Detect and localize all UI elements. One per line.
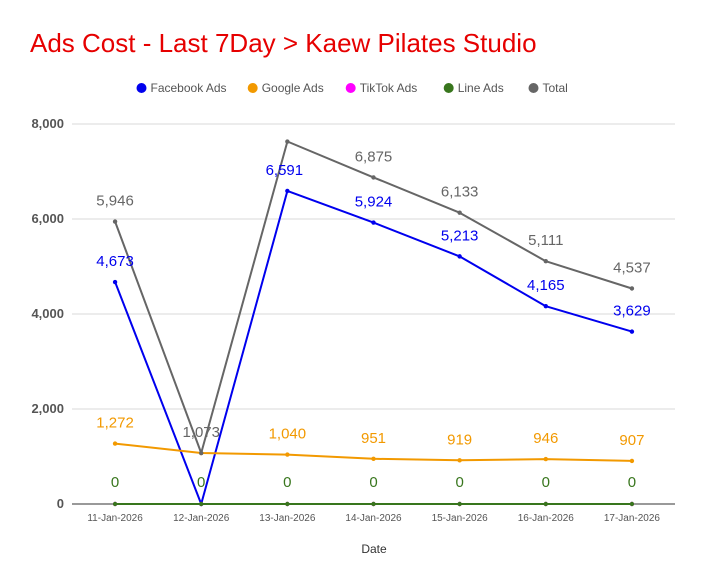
y-tick-label: 6,000 <box>31 211 64 226</box>
data-point <box>543 501 548 507</box>
x-tick-label: 15-Jan-2026 <box>432 513 489 524</box>
legend-marker <box>443 83 454 93</box>
data-point <box>457 458 462 463</box>
data-label: 0 <box>197 474 205 491</box>
data-label: 6,591 <box>266 162 304 179</box>
x-tick-label: 14-Jan-2026 <box>345 513 402 524</box>
legend-marker <box>345 83 356 93</box>
data-label: 0 <box>455 474 463 491</box>
data-label: 907 <box>619 432 644 449</box>
legend-marker <box>247 83 258 93</box>
series-line <box>114 140 633 454</box>
data-label: 4,537 <box>613 259 651 276</box>
data-point <box>285 452 290 457</box>
data-label: 0 <box>369 474 377 491</box>
data-label: 1,040 <box>269 426 307 443</box>
legend-label: Line Ads <box>458 81 504 95</box>
data-point <box>112 441 118 446</box>
data-point <box>285 139 290 144</box>
data-point <box>629 286 635 291</box>
data-point <box>371 456 376 462</box>
y-tick-label: 8,000 <box>31 116 64 131</box>
data-point <box>457 210 462 215</box>
data-point <box>285 501 290 507</box>
y-tick-label: 2,000 <box>31 401 64 416</box>
data-point <box>457 254 462 259</box>
data-point <box>199 450 204 456</box>
data-point <box>543 259 548 264</box>
data-point <box>629 501 635 507</box>
data-label: 0 <box>111 474 119 491</box>
data-label: 1,272 <box>96 415 134 432</box>
data-point <box>457 501 462 507</box>
data-label: 0 <box>283 474 291 491</box>
data-point <box>371 220 376 225</box>
x-tick-label: 11-Jan-2026 <box>87 513 143 524</box>
data-point <box>112 219 118 224</box>
legend-label: TikTok Ads <box>360 81 418 95</box>
data-label: 5,111 <box>528 232 563 249</box>
x-tick-label: 16-Jan-2026 <box>518 513 575 524</box>
data-label: 0 <box>542 474 550 491</box>
data-point <box>629 329 635 334</box>
legend: Facebook Ads Google Ads TikTok Ads Line Ads… <box>136 81 568 95</box>
x-axis-title: Date <box>361 542 387 556</box>
legend-marker <box>136 83 147 93</box>
data-point <box>112 279 118 285</box>
x-tick-label: 12-Jan-2026 <box>173 513 230 524</box>
data-point <box>199 501 204 507</box>
data-label: 4,673 <box>96 253 134 270</box>
data-point <box>371 501 376 507</box>
data-label: 0 <box>628 474 636 491</box>
data-point <box>629 458 635 464</box>
data-labels: 4,673 6,591 5,924 5,213 4,165 3,629 1,272 1,040… <box>96 148 650 491</box>
chart-title: Ads Cost - Last 7Day > Kaew Pilates Stud… <box>30 28 537 58</box>
x-tick-label: 17-Jan-2026 <box>604 513 661 524</box>
x-tick-label: 13-Jan-2026 <box>259 513 316 524</box>
legend-label: Google Ads <box>262 81 324 95</box>
data-label: 1,073 <box>182 424 220 441</box>
data-label: 946 <box>533 430 558 447</box>
series-lines <box>112 139 635 507</box>
data-label: 6,875 <box>355 148 393 165</box>
data-label: 3,629 <box>613 303 651 320</box>
legend-label: Total <box>543 81 568 95</box>
data-label: 5,213 <box>441 227 479 244</box>
grid-lines <box>72 123 675 410</box>
data-point <box>543 303 548 309</box>
data-label: 951 <box>361 430 386 447</box>
data-label: 6,133 <box>441 184 479 201</box>
data-point <box>285 188 290 194</box>
y-tick-label: 4,000 <box>31 306 64 321</box>
data-point <box>371 175 376 180</box>
data-point <box>112 501 118 507</box>
data-point <box>543 456 548 462</box>
axes: 0 2,000 4,000 6,000 8,000 11-Jan-2026 12-Jan-2… <box>31 116 675 524</box>
y-tick-label: 0 <box>57 496 64 511</box>
legend-marker <box>528 83 539 93</box>
legend-label: Facebook Ads <box>151 81 227 95</box>
data-label: 5,946 <box>96 193 134 210</box>
data-label: 5,924 <box>355 194 393 211</box>
data-label: 919 <box>447 431 472 448</box>
data-label: 4,165 <box>527 277 565 294</box>
